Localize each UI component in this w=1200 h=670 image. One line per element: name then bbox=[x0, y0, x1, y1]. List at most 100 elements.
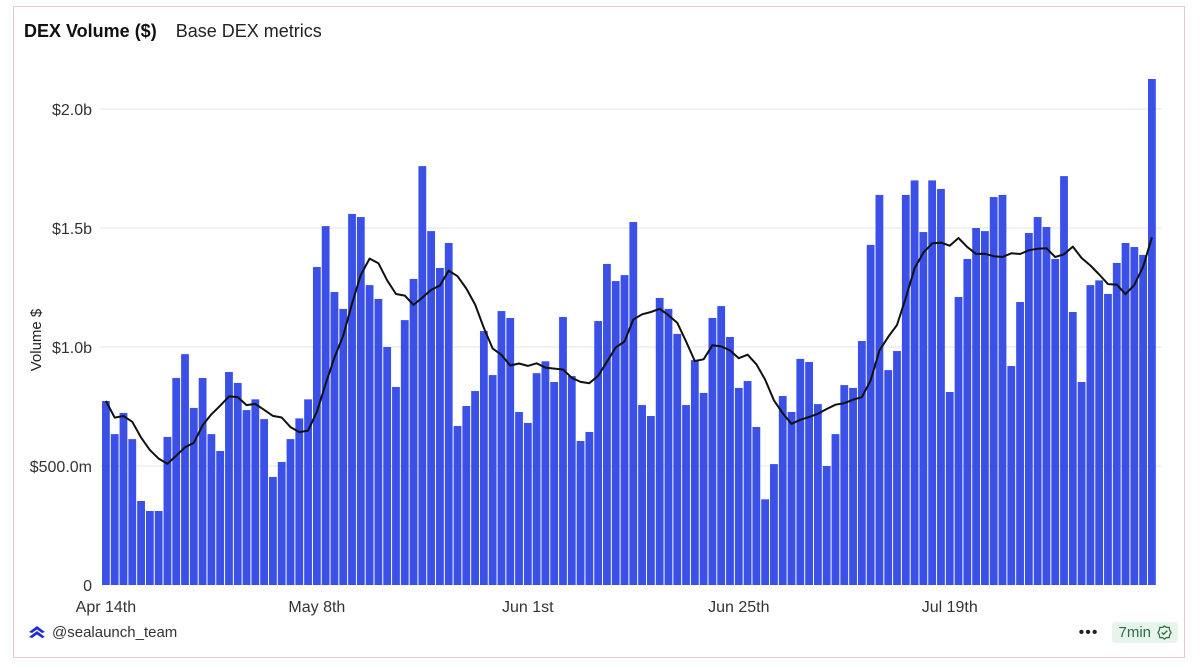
bar bbox=[356, 217, 365, 585]
chart-title: DEX Volume ($) bbox=[24, 21, 157, 41]
check-badge-icon bbox=[1157, 625, 1172, 640]
sealaunch-logo-icon bbox=[29, 625, 45, 638]
bar bbox=[488, 375, 497, 585]
bar bbox=[436, 267, 444, 585]
bar bbox=[629, 222, 638, 586]
bar bbox=[1007, 366, 1016, 585]
bar bbox=[128, 439, 137, 585]
bar bbox=[646, 416, 655, 585]
bar bbox=[770, 464, 778, 585]
bar bbox=[963, 258, 972, 585]
bar bbox=[1024, 232, 1033, 586]
bar bbox=[901, 194, 910, 585]
bar bbox=[1068, 312, 1077, 585]
bar bbox=[805, 361, 813, 585]
bar bbox=[462, 406, 471, 585]
author-name: @sealaunch_team bbox=[52, 624, 178, 641]
bar bbox=[1077, 381, 1086, 585]
bar bbox=[506, 317, 515, 585]
bar bbox=[620, 275, 629, 585]
bar bbox=[717, 306, 726, 585]
bar bbox=[400, 320, 409, 585]
bar bbox=[576, 441, 585, 585]
bar bbox=[304, 399, 312, 585]
bar bbox=[515, 411, 523, 585]
bar bbox=[541, 361, 550, 585]
bar bbox=[708, 317, 717, 585]
bar bbox=[945, 391, 954, 585]
bar bbox=[840, 385, 849, 585]
bar bbox=[1042, 227, 1051, 585]
freshness-text: 7min bbox=[1118, 624, 1151, 641]
bar bbox=[216, 451, 225, 585]
bar bbox=[330, 292, 339, 585]
bar bbox=[321, 226, 330, 585]
x-tick-label: Jun 1st bbox=[502, 599, 554, 616]
x-tick-label: Apr 14th bbox=[76, 599, 136, 616]
bar bbox=[682, 405, 690, 585]
bar bbox=[937, 188, 945, 585]
bar bbox=[919, 232, 928, 585]
bar bbox=[233, 382, 242, 585]
bar bbox=[998, 194, 1007, 585]
y-tick-label: $1.0b bbox=[52, 340, 92, 357]
bar bbox=[181, 354, 189, 585]
bar bbox=[242, 410, 251, 585]
bar bbox=[154, 510, 163, 585]
ellipsis-icon[interactable]: ••• bbox=[1078, 623, 1099, 641]
bar bbox=[295, 418, 304, 585]
bar bbox=[198, 377, 207, 585]
bar bbox=[857, 341, 866, 585]
chart-subtitle: Base DEX metrics bbox=[175, 21, 322, 41]
bar bbox=[638, 405, 646, 585]
bar bbox=[1095, 280, 1104, 585]
bar bbox=[286, 439, 295, 585]
bar bbox=[172, 377, 181, 585]
bar bbox=[673, 333, 682, 585]
bar bbox=[778, 396, 787, 585]
y-axis-title: Volume $ bbox=[28, 308, 45, 371]
y-tick-label: 0 bbox=[83, 578, 92, 595]
bar bbox=[444, 242, 453, 585]
bar bbox=[409, 278, 418, 585]
bar bbox=[312, 267, 321, 585]
bar bbox=[523, 422, 532, 585]
bar bbox=[189, 407, 198, 585]
y-tick-label: $1.5b bbox=[52, 221, 92, 238]
bar bbox=[207, 434, 216, 585]
bar bbox=[884, 370, 893, 585]
bar bbox=[348, 213, 356, 585]
bar bbox=[137, 500, 145, 585]
bar bbox=[655, 297, 664, 585]
bar bbox=[1016, 302, 1024, 585]
bar bbox=[664, 308, 673, 585]
bar bbox=[365, 285, 374, 585]
author-link[interactable]: @sealaunch_team bbox=[28, 624, 177, 641]
bar bbox=[225, 371, 233, 585]
bar bbox=[1051, 258, 1060, 585]
bar bbox=[1121, 242, 1130, 585]
bar bbox=[822, 466, 831, 585]
bar bbox=[954, 297, 963, 585]
x-tick-label: Jul 19th bbox=[922, 599, 978, 616]
bar bbox=[1086, 285, 1095, 585]
bar bbox=[1104, 293, 1112, 585]
freshness-badge: 7min bbox=[1112, 622, 1178, 643]
bar bbox=[471, 391, 479, 585]
bar bbox=[761, 499, 770, 585]
bar bbox=[269, 476, 277, 585]
bar bbox=[418, 166, 427, 585]
bar bbox=[752, 426, 761, 585]
x-tick-label: May 8th bbox=[288, 599, 345, 616]
bar bbox=[813, 404, 822, 585]
bar bbox=[532, 373, 541, 585]
bar bbox=[163, 436, 172, 585]
bar bbox=[145, 510, 154, 585]
bar bbox=[875, 194, 884, 585]
bar bbox=[1130, 247, 1139, 586]
bar bbox=[787, 411, 796, 585]
bar bbox=[743, 381, 752, 585]
chart-header: DEX Volume ($) Base DEX metrics bbox=[24, 21, 322, 42]
bar bbox=[497, 311, 506, 585]
